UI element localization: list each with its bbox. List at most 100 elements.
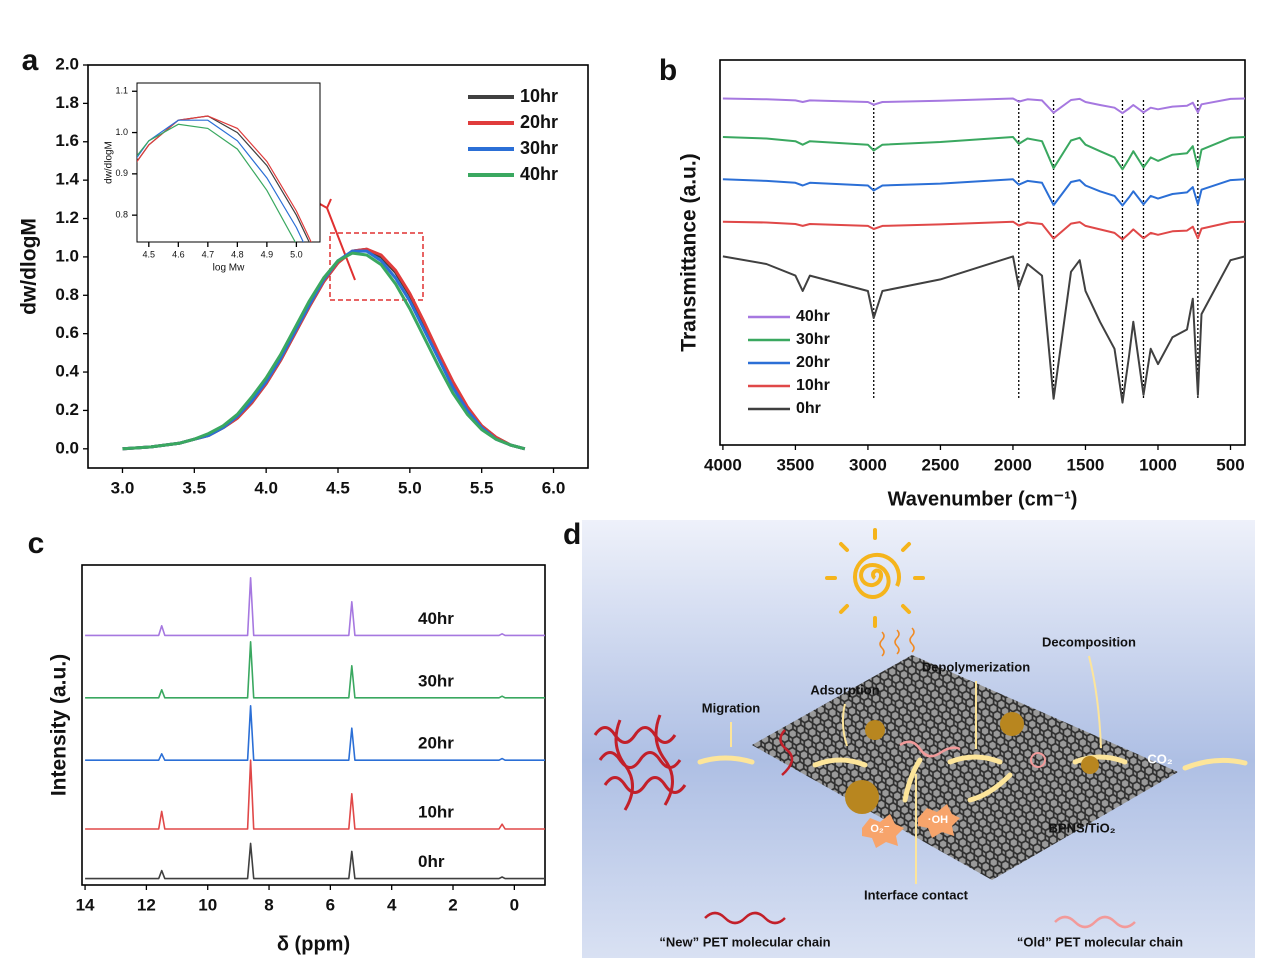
x-tick-label: 4.0	[254, 478, 278, 497]
series-label: 0hr	[418, 852, 445, 871]
y-tick-label: 0.8	[55, 285, 79, 304]
step-label: Decomposition	[1042, 634, 1136, 649]
legend-old-chain	[1054, 915, 1136, 929]
legend-new-chain	[704, 911, 786, 925]
x-tick-label: 2	[448, 895, 457, 914]
radical-burst	[862, 814, 904, 848]
x-tick-label: 2000	[994, 455, 1032, 474]
y-tick-label: 1.1	[115, 86, 128, 96]
x-tick-label: 4.9	[261, 249, 274, 259]
sun	[825, 528, 925, 628]
legend-label: 40hr	[796, 308, 830, 325]
legend-label: 20hr	[796, 354, 830, 371]
y-tick-label: 1.6	[55, 131, 79, 150]
radical-label: O₂⁻	[870, 823, 889, 835]
x-tick-label: 3.0	[111, 478, 135, 497]
x-tick-label: 5.0	[398, 478, 422, 497]
y-tick-label: 1.0	[55, 246, 79, 265]
sun-spiral	[853, 552, 901, 599]
x-tick-label: 5.5	[470, 478, 494, 497]
x-tick-label: 1000	[1139, 455, 1177, 474]
step-label: Adsorption	[810, 682, 879, 697]
inset-background	[137, 83, 320, 242]
panel-letter: c	[28, 527, 45, 560]
y-tick-label: 0.4	[55, 362, 79, 381]
new-pet-chains	[593, 714, 687, 811]
sun-rays	[825, 528, 925, 628]
y-tick-label: 0.0	[55, 438, 79, 457]
diagram: d O₂⁻ ·OH Migration Adsorption Depolymer…	[563, 518, 1255, 958]
step-label: Depolymerization	[922, 659, 1030, 674]
y-tick-label: 0.2	[55, 400, 79, 419]
panel-letter: d	[563, 518, 581, 551]
chain-old	[899, 740, 961, 758]
x-tick-label: 14	[76, 895, 95, 914]
chain-migrating	[779, 729, 794, 776]
legend-label: 30hr	[796, 331, 830, 348]
series-label: 30hr	[418, 671, 454, 690]
x-tick-label: 3500	[777, 455, 815, 474]
inset-y-label: dw/dlogM	[104, 141, 115, 184]
y-tick-label: 0.8	[115, 210, 128, 220]
x-tick-label: 4.5	[143, 249, 156, 259]
legend-label: 10hr	[796, 377, 830, 394]
series-line	[722, 178, 1246, 207]
x-tick-label: 4	[387, 895, 397, 914]
sheet-mesh	[752, 655, 1178, 880]
x-tick-label: 2500	[922, 455, 960, 474]
y-axis-label: Transmittance (a.u.)	[678, 153, 701, 351]
series-line	[85, 705, 545, 761]
particle	[845, 780, 879, 814]
series-line	[122, 251, 526, 451]
series-label: 40hr	[418, 609, 454, 628]
series-line	[722, 97, 1246, 115]
y-tick-label: 2.0	[55, 54, 79, 73]
series-line	[85, 759, 545, 830]
plot-frame	[136, 82, 321, 243]
series-line	[85, 577, 545, 637]
series-line	[722, 255, 1246, 404]
series-line	[722, 136, 1246, 171]
catalyst-label: BPNS/TiO₂	[1049, 820, 1116, 835]
x-tick-label: 6	[326, 895, 335, 914]
legend-label: 40hr	[520, 164, 558, 184]
step-label: Migration	[702, 700, 761, 715]
interface-label: Interface contact	[864, 887, 969, 902]
x-tick-label: 0	[510, 895, 519, 914]
legend-label: 10hr	[520, 86, 558, 106]
series-label: 20hr	[418, 734, 454, 753]
y-axis-label: Intensity (a.u.)	[48, 654, 71, 796]
zoom-arrow	[326, 207, 356, 281]
particle	[865, 720, 885, 740]
y-tick-label: 1.0	[115, 127, 128, 137]
x-tick-label: 4.5	[326, 478, 350, 497]
plot-frame	[719, 59, 1246, 446]
radical-label: ·OH	[928, 814, 948, 826]
y-tick-label: 0.6	[55, 323, 79, 342]
x-tick-label: 3.5	[183, 478, 207, 497]
inset-x-label: log Mw	[213, 263, 245, 274]
y-tick-label: 1.2	[55, 208, 79, 227]
x-tick-label: 4.8	[231, 249, 244, 259]
x-tick-label: 4.7	[202, 249, 215, 259]
x-tick-label: 12	[137, 895, 156, 914]
flow-arrows	[697, 754, 1248, 803]
radical-burst	[918, 804, 960, 838]
x-tick-label: 4.6	[172, 249, 185, 259]
panel-letter: b	[659, 54, 677, 87]
y-axis-label: dw/dlogM	[18, 218, 41, 315]
x-tick-label: 4000	[704, 455, 742, 474]
x-axis-label: Wavenumber (cm⁻¹)	[888, 488, 1078, 510]
particle	[1081, 756, 1099, 774]
x-tick-label: 6.0	[542, 478, 566, 497]
y-tick-label: 0.9	[115, 168, 128, 178]
plot-frame	[81, 564, 546, 886]
legend-label: 20hr	[520, 112, 558, 132]
x-tick-label: 1500	[1067, 455, 1105, 474]
x-tick-label: 3000	[849, 455, 887, 474]
legend-label: “Old” PET molecular chain	[1017, 934, 1183, 949]
x-axis-label: δ (ppm)	[277, 933, 350, 955]
